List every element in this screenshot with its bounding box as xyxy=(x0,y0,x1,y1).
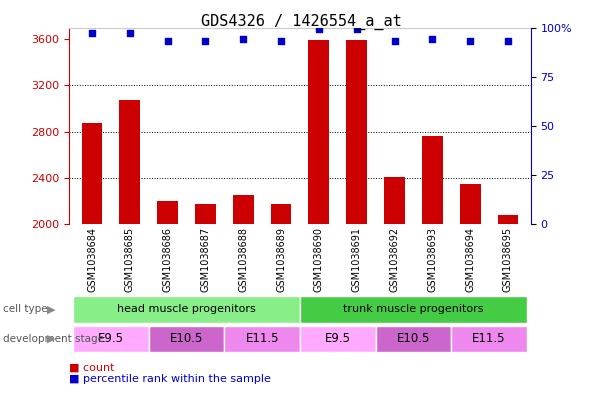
Bar xyxy=(81,123,103,224)
Text: GSM1038694: GSM1038694 xyxy=(465,227,475,292)
Point xyxy=(276,38,286,44)
Text: E10.5: E10.5 xyxy=(397,332,430,345)
Text: GSM1038692: GSM1038692 xyxy=(390,227,400,292)
Text: E9.5: E9.5 xyxy=(98,332,124,345)
Bar xyxy=(119,100,140,224)
Text: E10.5: E10.5 xyxy=(170,332,203,345)
Bar xyxy=(73,326,149,352)
Point xyxy=(201,38,210,44)
Bar xyxy=(195,204,216,224)
Point xyxy=(466,38,475,44)
Text: cell type: cell type xyxy=(3,305,48,314)
Bar xyxy=(384,176,405,224)
Bar xyxy=(149,326,224,352)
Bar xyxy=(309,40,329,224)
Text: ▶: ▶ xyxy=(47,334,55,344)
Text: GDS4326 / 1426554_a_at: GDS4326 / 1426554_a_at xyxy=(201,14,402,30)
Text: GSM1038689: GSM1038689 xyxy=(276,227,286,292)
Text: ▶: ▶ xyxy=(47,305,55,314)
Text: ■ percentile rank within the sample: ■ percentile rank within the sample xyxy=(69,374,271,384)
Point xyxy=(352,26,362,33)
Text: GSM1038691: GSM1038691 xyxy=(352,227,362,292)
Bar xyxy=(451,326,527,352)
Bar xyxy=(157,202,178,224)
Text: GSM1038687: GSM1038687 xyxy=(200,227,210,292)
Bar xyxy=(497,215,519,224)
Text: GSM1038690: GSM1038690 xyxy=(314,227,324,292)
Text: GSM1038685: GSM1038685 xyxy=(125,227,135,292)
Point xyxy=(390,38,399,44)
Bar xyxy=(233,195,254,224)
Bar xyxy=(300,296,527,323)
Point xyxy=(163,38,172,44)
Text: GSM1038693: GSM1038693 xyxy=(428,227,437,292)
Text: E9.5: E9.5 xyxy=(325,332,351,345)
Bar xyxy=(459,184,481,224)
Bar xyxy=(300,326,376,352)
Point xyxy=(503,38,513,44)
Bar xyxy=(422,136,443,224)
Text: GSM1038684: GSM1038684 xyxy=(87,227,97,292)
Text: trunk muscle progenitors: trunk muscle progenitors xyxy=(343,305,484,314)
Bar xyxy=(271,204,291,224)
Text: E11.5: E11.5 xyxy=(245,332,279,345)
Point xyxy=(428,36,437,42)
Text: ■ count: ■ count xyxy=(69,362,115,373)
Point xyxy=(314,26,324,33)
Bar xyxy=(376,326,451,352)
Text: GSM1038695: GSM1038695 xyxy=(503,227,513,292)
Text: development stage: development stage xyxy=(3,334,104,344)
Text: GSM1038686: GSM1038686 xyxy=(163,227,172,292)
Bar xyxy=(224,326,300,352)
Point xyxy=(125,30,134,37)
Point xyxy=(238,36,248,42)
Bar xyxy=(346,40,367,224)
Text: GSM1038688: GSM1038688 xyxy=(238,227,248,292)
Text: E11.5: E11.5 xyxy=(472,332,506,345)
Bar xyxy=(73,296,300,323)
Text: head muscle progenitors: head muscle progenitors xyxy=(117,305,256,314)
Point xyxy=(87,30,97,37)
